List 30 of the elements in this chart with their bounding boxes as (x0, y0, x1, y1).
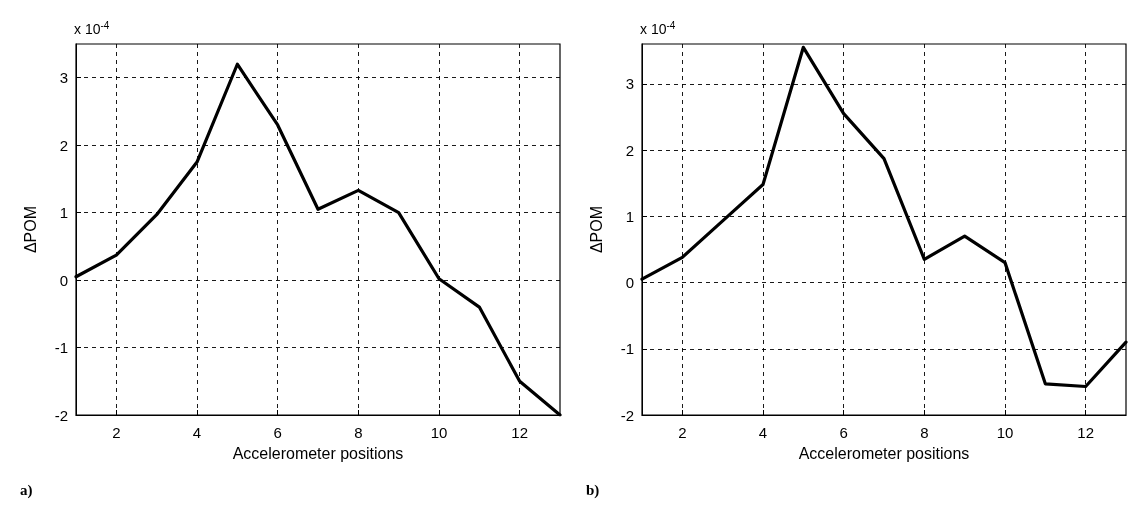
x-tick-label: 2 (112, 424, 121, 441)
y-tick-label: 2 (625, 141, 634, 159)
x-tick-label: 10 (996, 424, 1014, 441)
x-axis-title: Accelerometer positions (798, 444, 970, 462)
x-tick-label: 6 (273, 424, 282, 441)
text: b) (586, 481, 600, 499)
y-tick-label: 0 (59, 271, 68, 289)
x-tick-label: 4 (192, 424, 202, 441)
x-tick-label: 12 (1077, 424, 1095, 441)
x-tick-label: 6 (839, 424, 848, 441)
text: a) (20, 481, 33, 499)
x-tick-label: 10 (430, 424, 448, 441)
y-tick-label: 0 (625, 274, 634, 291)
y-tick-label: -2 (54, 406, 68, 424)
x-tick-label: 4 (758, 424, 768, 441)
y-tick-label: 3 (59, 69, 68, 87)
y-tick-label: -1 (620, 340, 634, 358)
y-tick-label: 2 (59, 136, 68, 154)
y-axis-title: ΔPOM (587, 205, 605, 254)
y-tick-label: 3 (625, 75, 634, 93)
y-tick-label: 1 (625, 207, 634, 225)
x-tick-label: 8 (920, 424, 929, 441)
x-tick-label: 2 (678, 424, 687, 441)
x-tick-label: 8 (354, 424, 363, 441)
y-axis-title: ΔPOM (21, 205, 39, 254)
x-axis-title: Accelerometer positions (232, 444, 404, 462)
y-tick-label: -2 (620, 406, 634, 424)
y-tick-label: -1 (54, 339, 68, 357)
y-tick-label: 1 (59, 204, 68, 222)
x-tick-label: 12 (511, 424, 529, 441)
